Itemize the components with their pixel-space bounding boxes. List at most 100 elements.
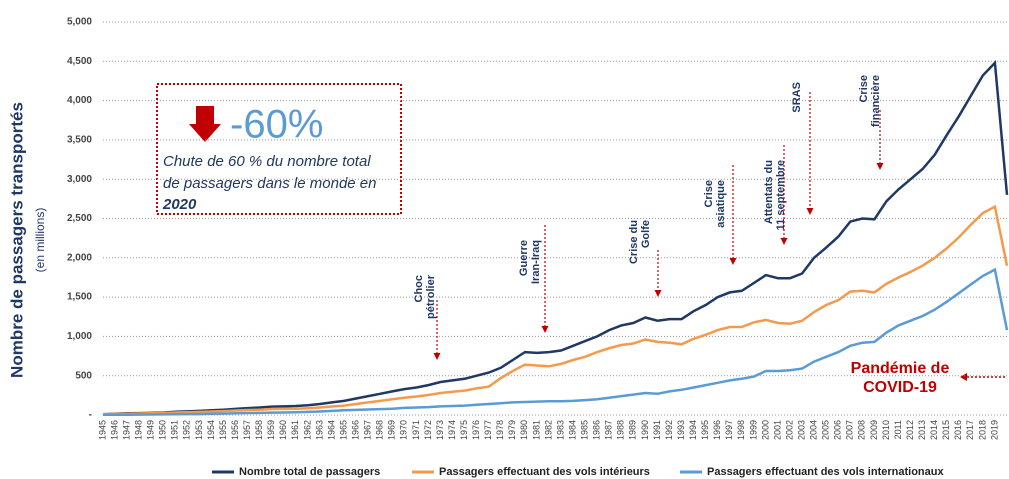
annotation-arrowhead <box>433 353 441 360</box>
annotation-label: Crise <box>703 180 715 208</box>
x-tick-label: 1963 <box>314 420 324 440</box>
annotation-label: Crise <box>858 75 870 103</box>
annotation-arrowhead <box>780 238 788 245</box>
down-arrow <box>189 106 221 142</box>
y-tick-label: 2,500 <box>67 213 92 224</box>
annotation-arrowhead <box>729 258 737 265</box>
x-tick-label: 1983 <box>555 420 565 440</box>
covid-arrowhead <box>960 373 967 381</box>
x-tick-label: 1994 <box>688 420 698 440</box>
x-tick-label: 2014 <box>929 420 939 440</box>
x-tick-label: 2008 <box>857 420 867 440</box>
x-tick-label: 2003 <box>796 420 806 440</box>
x-tick-label: 2000 <box>760 420 770 440</box>
y-tick-label: 3,500 <box>67 135 92 146</box>
x-tick-label: 1969 <box>387 420 397 440</box>
legend-label: Nombre total de passagers <box>239 466 380 478</box>
y-tick-label: 500 <box>75 370 92 381</box>
y-tick-label: 4,000 <box>67 95 92 106</box>
x-tick-label: 1979 <box>507 420 517 440</box>
annotation-label: asiatique <box>715 180 727 228</box>
annotation-label: Crise du <box>628 220 640 264</box>
x-tick-label: 1955 <box>218 420 228 440</box>
annotation-label: SRAS <box>791 82 803 113</box>
x-tick-label: 1982 <box>543 420 553 440</box>
callout-year: 2020 <box>162 196 197 213</box>
x-tick-label: 2004 <box>809 420 819 440</box>
x-tick-label: 1965 <box>338 420 348 440</box>
annotation-arrowhead <box>654 290 662 297</box>
x-tick-label: 2001 <box>772 420 782 440</box>
series-line <box>103 267 1009 417</box>
covid-label: COVID-19 <box>863 379 937 396</box>
y-tick-label: 5,000 <box>67 17 92 28</box>
y-tick-label: 3,000 <box>67 174 92 185</box>
annotation-arrowhead <box>876 163 884 170</box>
x-tick-label: 1962 <box>302 420 312 440</box>
annotation-label: Choc <box>413 275 425 303</box>
x-tick-label: 1989 <box>628 420 638 440</box>
y-tick-label: 1,500 <box>67 292 92 303</box>
x-tick-label: 1958 <box>254 420 264 440</box>
annotation-arrowhead <box>806 208 814 215</box>
x-tick-label: 1991 <box>652 420 662 440</box>
x-tick-label: 1951 <box>170 420 180 440</box>
x-tick-label: 1990 <box>640 420 650 440</box>
x-tick-label: 1978 <box>495 420 505 440</box>
y-tick-label: 1,000 <box>67 331 92 342</box>
y-axis-sublabel: (en millions) <box>33 208 47 273</box>
x-tick-label: 1973 <box>435 420 445 440</box>
x-tick-label: 1946 <box>109 420 119 440</box>
callout-text: de passagers dans le monde en <box>163 175 376 192</box>
x-tick-label: 1992 <box>664 420 674 440</box>
callout-box <box>156 83 402 215</box>
x-tick-label: 1986 <box>592 420 602 440</box>
x-tick-label: 1952 <box>182 420 192 440</box>
x-tick-label: 1949 <box>146 420 156 440</box>
x-tick-label: 1987 <box>604 420 614 440</box>
x-tick-label: 1960 <box>278 420 288 440</box>
y-tick-label: 4,500 <box>67 56 92 67</box>
x-tick-label: 2011 <box>893 420 903 439</box>
x-tick-label: 2019 <box>989 420 999 440</box>
x-tick-label: 1993 <box>676 420 686 440</box>
x-tick-label: 2015 <box>941 420 951 440</box>
x-tick-label: 1988 <box>616 420 626 440</box>
covid-label: Pandémie de <box>851 360 950 377</box>
x-tick-label: 1997 <box>724 420 734 440</box>
legend-label: Passagers effectuant des vols internatio… <box>707 466 944 478</box>
callout-headline: -60% <box>230 103 323 147</box>
x-tick-label: 1953 <box>194 420 204 440</box>
x-tick-label: 2007 <box>845 420 855 440</box>
annotation-label: financière <box>870 75 882 127</box>
x-tick-label: 1945 <box>97 420 107 440</box>
annotation-label: pétrolier <box>425 274 437 319</box>
series-line <box>102 60 1009 416</box>
x-tick-label: 2012 <box>905 420 915 440</box>
x-tick-label: 1971 <box>411 420 421 440</box>
x-tick-label: 1984 <box>567 420 577 440</box>
x-tick-label: 1961 <box>290 420 300 440</box>
x-tick-label: 1968 <box>375 420 385 440</box>
legend-label: Passagers effectuant des vols intérieurs <box>439 466 650 478</box>
series-line <box>102 204 1009 416</box>
x-tick-label: 1985 <box>580 420 590 440</box>
x-tick-label: 1947 <box>121 420 131 440</box>
x-tick-label: 1950 <box>158 420 168 440</box>
annotation-label: 11 septembre <box>775 160 787 230</box>
x-tick-label: 1998 <box>736 420 746 440</box>
x-tick-label: 2005 <box>821 420 831 440</box>
x-tick-label: 1975 <box>459 420 469 440</box>
x-tick-label: 1959 <box>266 420 276 440</box>
annotation-arrowhead <box>541 326 549 333</box>
x-tick-label: 1974 <box>447 420 457 440</box>
annotation-label: Golfe <box>640 220 652 248</box>
x-tick-label: 2016 <box>953 420 963 440</box>
annotation-label: Iran-Iraq <box>530 240 542 284</box>
x-tick-label: 1964 <box>326 420 336 440</box>
x-tick-label: 1995 <box>700 420 710 440</box>
x-tick-label: 1981 <box>531 420 541 440</box>
x-tick-label: 1980 <box>519 420 529 440</box>
x-tick-label: 1996 <box>712 420 722 440</box>
